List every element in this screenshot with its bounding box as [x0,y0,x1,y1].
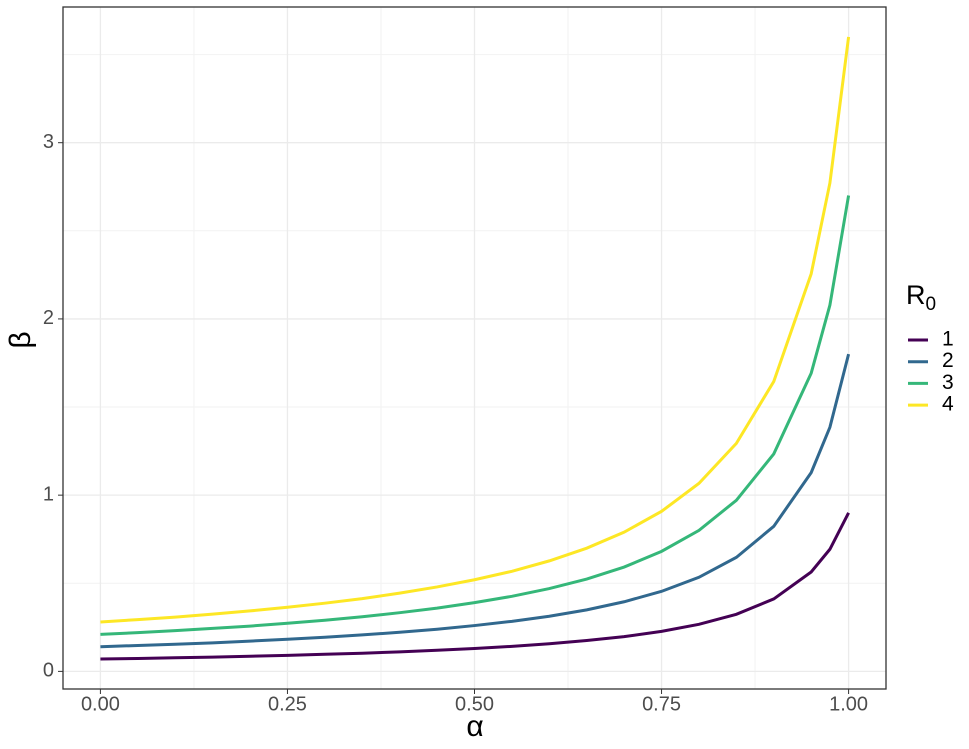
panel-border [62,6,887,690]
x-tick-label: 0.00 [81,693,120,715]
legend-label: 4 [942,393,954,416]
y-tick-label: 2 [43,307,54,329]
line-series [100,512,850,661]
y-tick-label: 0 [43,660,54,682]
line-series [100,36,851,624]
legend-title-sub: 0 [926,294,937,315]
y-axis-title: β [4,331,37,348]
line-series [100,195,851,636]
legend-label: 2 [942,349,954,372]
line-series [100,353,851,649]
grid [63,7,886,689]
legend-title: R0 [906,280,936,315]
legend-label: 1 [942,328,954,351]
x-tick-label: 0.75 [642,693,681,715]
legend-label: 3 [942,371,954,394]
x-axis-title: α [466,710,483,743]
x-tick-label: 0.50 [455,693,494,715]
y-tick-label: 1 [43,483,54,505]
y-tick-label: 3 [43,131,54,153]
legend-title-main: R [906,280,926,310]
x-tick-label: 1.00 [829,693,868,715]
x-tick-label: 0.25 [268,693,307,715]
